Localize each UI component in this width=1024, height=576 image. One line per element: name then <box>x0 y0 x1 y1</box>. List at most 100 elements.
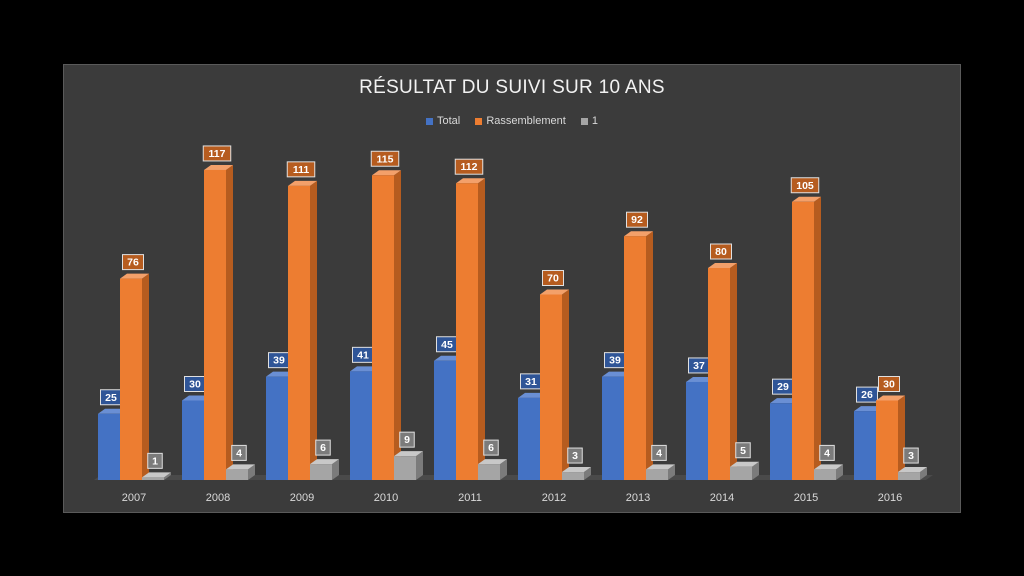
bar-rassemblement-2016 <box>876 395 905 480</box>
data-label-text: 31 <box>525 376 537 388</box>
bar-side <box>646 231 653 480</box>
data-label-box <box>819 444 835 461</box>
data-label-text: 26 <box>861 389 873 401</box>
data-label: 5 <box>735 442 751 459</box>
data-label-text: 9 <box>404 434 410 446</box>
chart-title: RÉSULTAT DU SUIVI SUR 10 ANS <box>359 77 665 98</box>
bar-front <box>142 477 164 480</box>
data-label: 29 <box>772 378 794 395</box>
data-label: 70 <box>542 270 564 286</box>
bar-top <box>602 371 631 377</box>
bar-rassemblement-2010 <box>372 170 401 480</box>
data-label-text: 3 <box>572 450 578 462</box>
bar-front <box>456 183 478 480</box>
bar-1-2015 <box>814 464 843 480</box>
bar-top <box>898 467 927 473</box>
data-label-text: 29 <box>777 381 789 393</box>
bar-top <box>792 196 821 202</box>
bar-front <box>540 294 562 480</box>
bar-front <box>814 469 836 480</box>
data-label: 30 <box>878 376 900 392</box>
data-label: 1 <box>147 452 163 469</box>
data-label-box <box>147 452 163 469</box>
data-label-text: 1 <box>152 455 158 467</box>
data-label-text: 80 <box>715 246 727 258</box>
data-label-box <box>626 211 648 228</box>
bar-rassemblement-2012 <box>540 289 569 480</box>
bar-front <box>792 201 814 480</box>
data-label: 9 <box>399 431 415 448</box>
bar-1-2007 <box>142 472 171 480</box>
data-label: 112 <box>454 158 484 175</box>
x-tick-label: 2015 <box>794 492 818 504</box>
bar-front <box>770 403 792 480</box>
bar-top <box>562 467 591 473</box>
data-label-box <box>710 243 732 260</box>
bar-side <box>500 459 507 480</box>
data-label-box <box>735 442 751 459</box>
bar-top <box>394 451 423 457</box>
data-label-text: 39 <box>273 355 285 367</box>
x-tick-label: 2014 <box>710 492 734 504</box>
data-label: 6 <box>315 439 331 456</box>
bar-side <box>752 461 759 480</box>
bar-rassemblement-2009 <box>288 180 317 480</box>
bar-front <box>898 472 920 480</box>
bar-front <box>98 413 120 480</box>
bar-top <box>646 464 675 470</box>
legend-label-series-1: 1 <box>591 115 598 127</box>
data-label-box <box>122 254 144 271</box>
bar-front <box>182 400 204 480</box>
legend-swatch-total <box>426 117 433 125</box>
data-label-box <box>651 444 667 461</box>
bar-top <box>98 408 127 414</box>
data-label-box <box>315 439 331 456</box>
data-label: 30 <box>184 376 206 392</box>
data-label-box <box>856 386 878 403</box>
bar-rassemblement-2015 <box>792 196 821 480</box>
data-label: 39 <box>604 352 626 369</box>
bar-front <box>204 169 226 480</box>
data-label-text: 6 <box>488 442 494 454</box>
data-label-box <box>286 161 316 178</box>
bar-1-2013 <box>646 464 675 480</box>
data-label-text: 76 <box>127 257 139 269</box>
x-tick-label: 2007 <box>122 492 146 504</box>
data-label-box <box>790 177 820 194</box>
bar-top <box>624 231 653 237</box>
bar-top <box>814 464 843 470</box>
data-label-text: 25 <box>105 392 117 404</box>
data-label-box <box>202 145 232 162</box>
bar-side <box>898 395 905 480</box>
legend-item-series-1: 1 <box>580 115 598 127</box>
data-label-box <box>454 158 484 175</box>
bar-front <box>226 469 248 480</box>
data-label-text: 6 <box>320 442 326 454</box>
bar-top <box>310 459 339 465</box>
bar-rassemblement-2011 <box>456 178 485 480</box>
x-tick-label: 2012 <box>542 492 566 504</box>
data-label-box <box>878 376 900 392</box>
chart-plot: 25 76 1 2007 30 117 4 2008 39 111 6 2009 41 115 9 2010 4… <box>94 145 933 504</box>
bar-front <box>854 411 876 480</box>
bar-side <box>562 289 569 480</box>
data-label-box <box>903 447 919 464</box>
bar-1-2009 <box>310 459 339 480</box>
bar-top <box>854 406 883 412</box>
bar-side <box>142 273 149 480</box>
data-label: 115 <box>370 150 400 167</box>
bar-side <box>416 451 423 480</box>
legend-item-rassemblement: Rassemblement <box>475 115 566 127</box>
bar-front <box>708 268 730 480</box>
data-label-text: 92 <box>631 214 643 226</box>
data-label: 31 <box>520 373 542 390</box>
data-label-text: 5 <box>740 445 746 457</box>
data-label-text: 117 <box>209 148 226 160</box>
data-label-box <box>542 270 564 286</box>
bar-1-2011 <box>478 459 507 480</box>
data-label: 3 <box>903 447 919 464</box>
data-label: 3 <box>567 447 583 464</box>
bar-top <box>288 180 317 186</box>
x-tick-label: 2008 <box>206 492 230 504</box>
bar-rassemblement-2008 <box>204 164 233 480</box>
